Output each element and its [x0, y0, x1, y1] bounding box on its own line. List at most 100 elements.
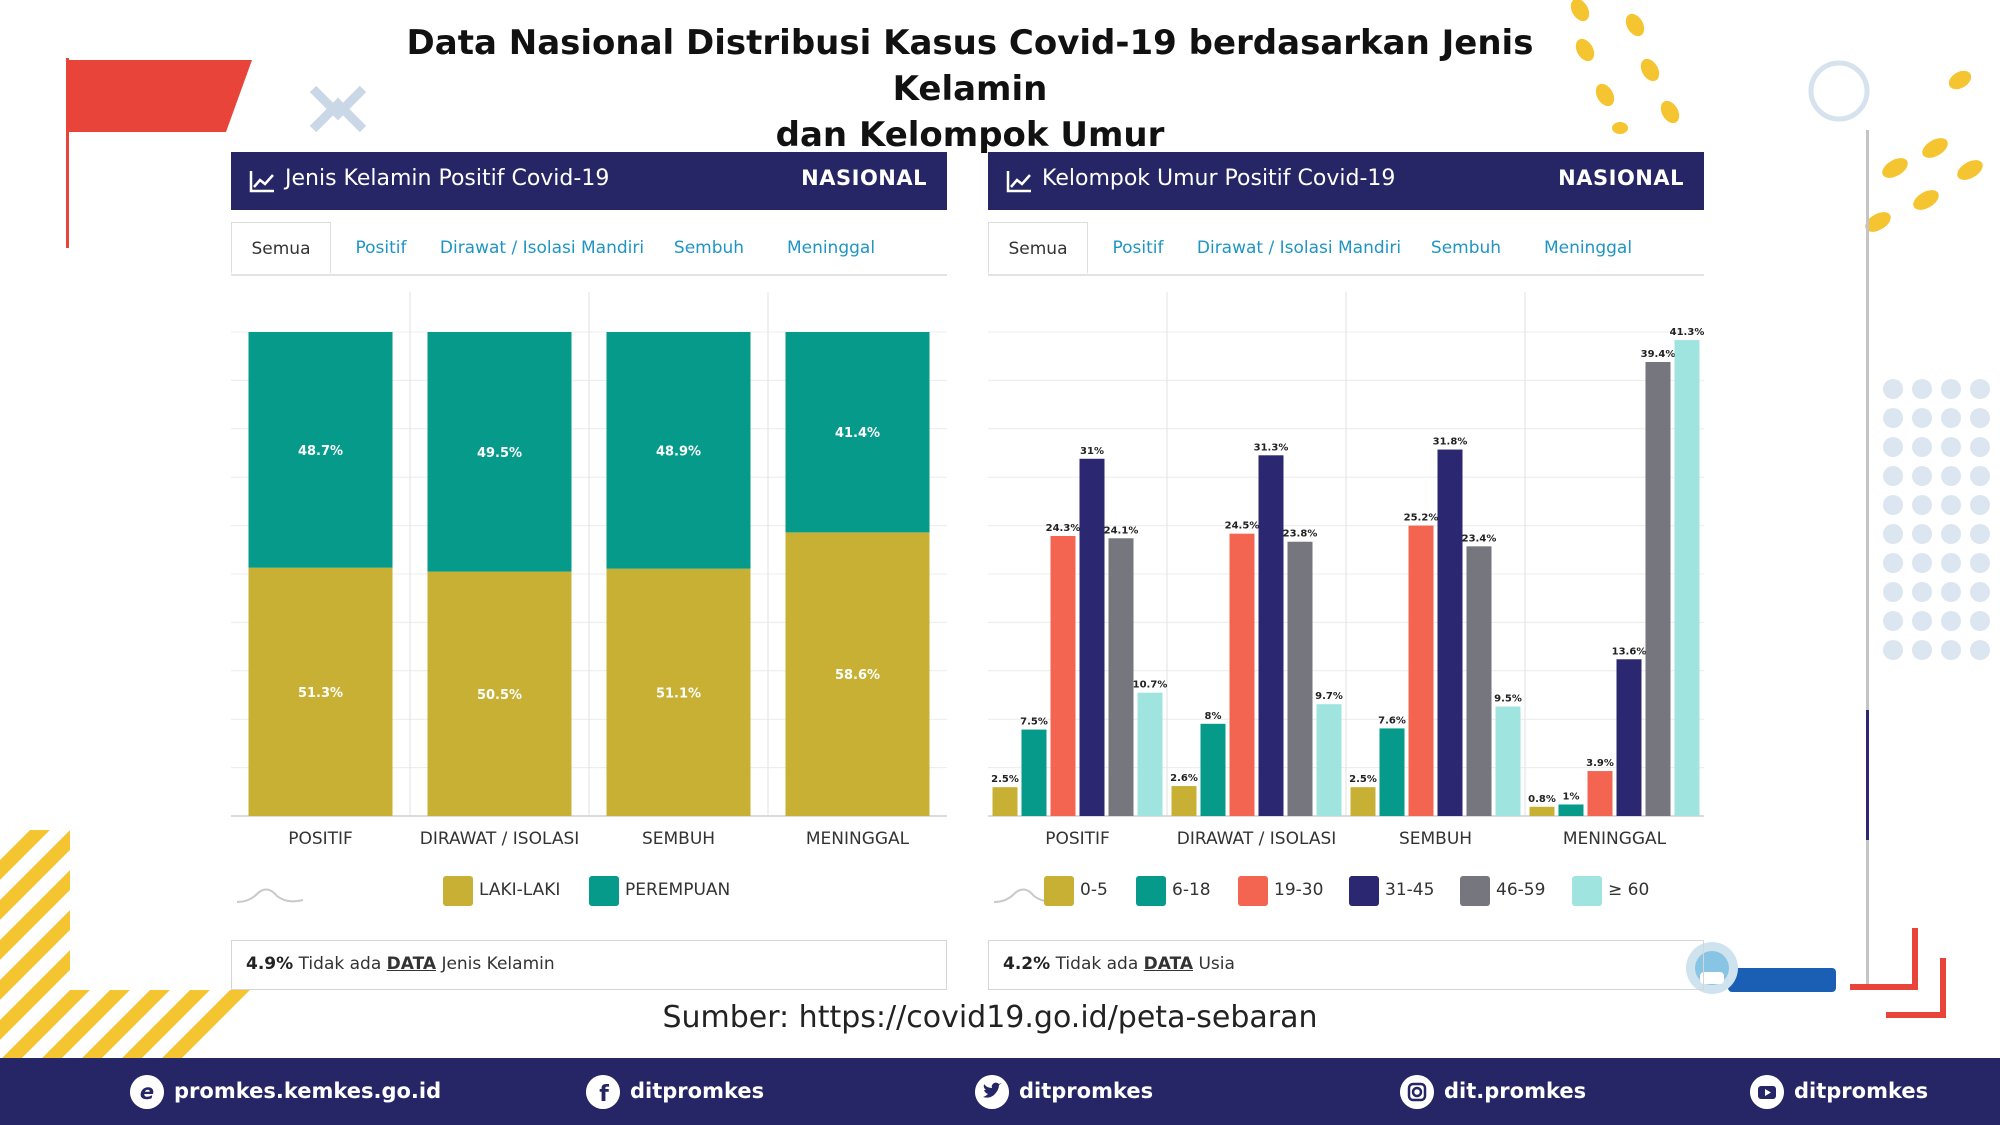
legend-swatch-0-5 [1044, 876, 1074, 906]
bar-age-31-45-positif[interactable] [1079, 458, 1105, 816]
tab-dirawat-isolasi-mandiri[interactable]: Dirawat / Isolasi Mandiri [439, 238, 645, 258]
bar-age-19-30-sembuh[interactable] [1408, 525, 1434, 816]
bar-label-age-60-meninggal: 41.3% [1670, 327, 1704, 338]
bar-age-6-18-dirawat-isolasi[interactable] [1200, 723, 1226, 816]
gender-panel-header: Jenis Kelamin Positif Covid-19 NASIONAL [231, 152, 947, 210]
tab-sembuh[interactable]: Sembuh [1430, 238, 1502, 258]
bar-age-46-59-dirawat-isolasi[interactable] [1287, 541, 1313, 816]
yellow-stripes-decoration [0, 830, 250, 1058]
bar-age-46-59-sembuh[interactable] [1466, 546, 1492, 816]
no-data-subject: Usia [1198, 954, 1235, 974]
tab-positif[interactable]: Positif [1112, 238, 1164, 258]
trend-chart-icon [249, 171, 274, 193]
legend-label-31-45: 31-45 [1385, 880, 1435, 900]
footer-website-label: promkes.kemkes.go.id [174, 1079, 442, 1103]
bar-label-age-0-5-meninggal: 0.8% [1528, 794, 1556, 805]
bar-perempuan-positif[interactable] [248, 332, 393, 568]
legend-swatch-46-59 [1460, 876, 1490, 906]
bar-label-age-60-sembuh: 9.5% [1494, 694, 1522, 705]
footer-twitter-label: ditpromkes [1019, 1079, 1154, 1103]
red-flag-decoration [66, 58, 252, 248]
footer-instagram-label: dit.promkes [1444, 1079, 1587, 1103]
bar-label-perempuan-meninggal: 41.4% [835, 426, 880, 441]
legend-label-0-5: 0-5 [1080, 880, 1108, 900]
x-tick-label-dirawat-isolasi: DIRAWAT / ISOLASI [420, 829, 580, 849]
no-data-text: Tidak ada [1055, 954, 1139, 974]
bar-age-19-30-dirawat-isolasi[interactable] [1229, 533, 1255, 816]
bar-label-age-0-5-sembuh: 2.5% [1349, 774, 1377, 785]
bar-laki-laki-positif[interactable] [248, 567, 393, 816]
x-tick-label-positif: POSITIF [288, 829, 353, 849]
age-panel: Kelompok Umur Positif Covid-19 NASIONAL … [988, 152, 1704, 992]
trend-chart-icon [1006, 171, 1031, 193]
gender-no-data-note: 4.9% Tidak ada DATA Jenis Kelamin [231, 940, 947, 990]
tab-semua[interactable]: Semua [231, 222, 331, 274]
gender-panel-title: Jenis Kelamin Positif Covid-19 [285, 166, 610, 191]
bar-label-age-6-18-positif: 7.5% [1020, 717, 1048, 728]
no-data-subject: Jenis Kelamin [441, 954, 555, 974]
bar-label-laki-laki-dirawat-isolasi: 50.5% [477, 688, 522, 703]
nasional-badge: NASIONAL [801, 166, 927, 190]
bar-label-age-46-59-sembuh: 23.4% [1462, 533, 1497, 544]
bar-age-19-30-positif[interactable] [1050, 535, 1076, 816]
bar-age-0-5-positif[interactable] [992, 787, 1018, 816]
bar-laki-laki-meninggal[interactable] [785, 532, 930, 816]
svg-text:f: f [599, 1082, 609, 1107]
bar-label-age-46-59-meninggal: 39.4% [1641, 349, 1676, 360]
bar-age-60-sembuh[interactable] [1495, 706, 1521, 816]
bar-age-31-45-sembuh[interactable] [1437, 449, 1463, 816]
gender-stacked-bar-chart: 51.3% 48.7% POSITIF 50.5% 49.5% DIRAWAT / ISO… [231, 292, 947, 849]
bar-age-60-positif[interactable] [1137, 692, 1163, 816]
no-data-keyword: DATA [386, 954, 437, 974]
legend-swatch-laki-laki [443, 876, 473, 906]
tab-sembuh[interactable]: Sembuh [673, 238, 745, 258]
legend-swatch-60-plus [1572, 876, 1602, 906]
wave-icon [237, 888, 304, 903]
gender-legend: LAKI-LAKI PEREMPUAN [231, 876, 947, 906]
bar-age-19-30-meninggal[interactable] [1587, 771, 1613, 816]
bar-age-46-59-meninggal[interactable] [1645, 361, 1671, 816]
legend-swatch-perempuan [589, 876, 619, 906]
tab-semua[interactable]: Semua [988, 222, 1088, 274]
bar-perempuan-sembuh[interactable] [606, 332, 751, 569]
bar-age-60-meninggal[interactable] [1674, 340, 1700, 816]
tab-meninggal[interactable]: Meninggal [1543, 238, 1633, 258]
bar-label-laki-laki-sembuh: 51.1% [656, 686, 701, 701]
bar-age-6-18-positif[interactable] [1021, 729, 1047, 816]
bar-age-6-18-meninggal[interactable] [1558, 804, 1584, 816]
bar-age-0-5-meninggal[interactable] [1529, 806, 1555, 816]
circle-outline-decoration [1808, 60, 1870, 122]
bar-age-6-18-sembuh[interactable] [1379, 728, 1405, 816]
legend-label-laki-laki: LAKI-LAKI [479, 880, 561, 900]
legend-label-19-30: 19-30 [1274, 880, 1324, 900]
bar-label-age-19-30-dirawat-isolasi: 24.5% [1225, 521, 1260, 532]
vertical-line-decoration [1866, 130, 1869, 990]
page-title-line-1: Data Nasional Distribusi Kasus Covid-19 … [406, 23, 1534, 109]
bar-age-60-dirawat-isolasi[interactable] [1316, 704, 1342, 816]
red-corner-decoration [1850, 928, 1946, 1018]
yellow-dots-decoration [1570, 0, 1983, 232]
no-data-percent: 4.9% [246, 954, 294, 974]
bar-perempuan-meninggal[interactable] [785, 332, 930, 533]
footer-bar: e promkes.kemkes.go.id f ditpromkes ditp… [0, 1058, 2000, 1125]
bar-label-age-6-18-dirawat-isolasi: 8% [1205, 711, 1222, 722]
bar-laki-laki-dirawat-isolasi[interactable] [427, 571, 572, 816]
age-legend: 0-5 6-18 19-30 31-45 46-59 ≥ 60 [988, 876, 1704, 906]
bar-age-31-45-dirawat-isolasi[interactable] [1258, 455, 1284, 816]
tab-meninggal[interactable]: Meninggal [786, 238, 876, 258]
legend-swatch-6-18 [1136, 876, 1166, 906]
tab-positif[interactable]: Positif [355, 238, 407, 258]
gender-panel: Jenis Kelamin Positif Covid-19 NASIONAL … [231, 152, 947, 992]
bar-age-0-5-dirawat-isolasi[interactable] [1171, 786, 1197, 816]
tab-dirawat-isolasi-mandiri[interactable]: Dirawat / Isolasi Mandiri [1196, 238, 1402, 258]
bar-age-31-45-meninggal[interactable] [1616, 659, 1642, 816]
legend-label-6-18: 6-18 [1172, 880, 1211, 900]
bar-laki-laki-sembuh[interactable] [606, 568, 751, 816]
page-title: Data Nasional Distribusi Kasus Covid-19 … [380, 20, 1560, 158]
bar-age-46-59-positif[interactable] [1108, 538, 1134, 816]
bar-perempuan-dirawat-isolasi[interactable] [427, 332, 572, 572]
bar-label-age-0-5-dirawat-isolasi: 2.6% [1170, 773, 1198, 784]
cross-pattern-decoration [309, 85, 367, 133]
x-tick-label-dirawat-isolasi: DIRAWAT / ISOLASI [1177, 829, 1337, 849]
bar-age-0-5-sembuh[interactable] [1350, 787, 1376, 816]
